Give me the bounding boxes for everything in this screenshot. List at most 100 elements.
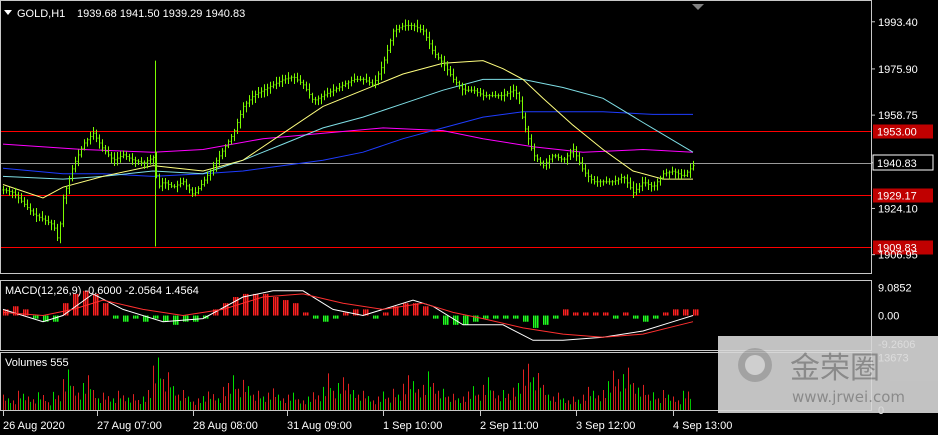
macd-histogram-bar — [643, 315, 645, 322]
macd-histogram-bar — [215, 309, 217, 316]
macd-histogram-bar — [153, 315, 155, 319]
price-bar — [371, 79, 374, 88]
price-bar — [257, 86, 260, 99]
price-bar — [23, 197, 26, 208]
macd-histogram-bar — [567, 309, 569, 316]
price-bar — [692, 160, 695, 171]
macd-histogram-bar — [355, 309, 357, 316]
price-bar — [620, 173, 623, 184]
macd-histogram-bar — [695, 309, 697, 316]
price-bar — [542, 160, 545, 169]
price-bar — [395, 24, 398, 38]
macd-histogram-bar — [647, 315, 649, 322]
price-bar — [656, 178, 659, 191]
price-bar — [554, 153, 557, 159]
price-bar — [221, 148, 224, 160]
price-bar — [410, 22, 413, 31]
macd-histogram-bar — [565, 309, 567, 316]
macd-histogram-bar — [553, 315, 555, 319]
price-bar — [551, 153, 554, 163]
macd-histogram-bar — [665, 312, 667, 316]
price-bar — [653, 181, 656, 191]
y-tick-label: 1958.75 — [878, 110, 918, 122]
price-bar — [389, 38, 392, 53]
price-bar — [419, 24, 422, 33]
price-bar — [5, 187, 8, 194]
macd-histogram-bar — [277, 296, 279, 316]
price-bar — [2, 185, 5, 195]
price-bar — [347, 80, 350, 89]
macd-histogram-bar — [535, 315, 537, 328]
macd-histogram-bar — [163, 315, 165, 322]
macd-histogram-bar — [423, 306, 425, 316]
price-bar — [689, 163, 692, 178]
price-bar — [665, 168, 668, 177]
macd-histogram-bar — [517, 315, 519, 319]
macd-histogram-bar — [237, 296, 239, 316]
price-bar — [494, 90, 497, 98]
macd-histogram-bar — [677, 309, 679, 316]
macd-histogram-bar — [635, 315, 637, 319]
price-bar — [179, 177, 182, 188]
price-bar — [443, 55, 446, 71]
price-bar — [119, 151, 122, 163]
price-bar — [218, 150, 221, 166]
symbol-dropdown-icon[interactable] — [4, 10, 12, 15]
price-bar — [512, 84, 515, 98]
macd-histogram-bar — [283, 300, 285, 316]
price-bar — [509, 86, 512, 100]
macd-histogram-bar — [185, 315, 187, 322]
price-bar — [236, 118, 239, 135]
price-bar — [47, 215, 50, 226]
macd-histogram-bar — [467, 315, 469, 325]
macd-panel-frame — [0, 280, 872, 351]
price-bar — [128, 153, 131, 162]
macd-histogram-bar — [453, 315, 455, 325]
macd-histogram-bar — [525, 315, 527, 322]
x-tick-label: 3 Sep 12:00 — [576, 420, 635, 432]
macd-histogram-bar — [155, 315, 157, 319]
price-bar — [176, 180, 179, 193]
macd-histogram-bar — [375, 315, 377, 319]
macd-histogram-bar — [407, 303, 409, 316]
macd-histogram-bar — [657, 315, 659, 319]
macd-histogram-bar — [477, 315, 479, 322]
price-bar — [452, 68, 455, 83]
macd-histogram-bar — [383, 312, 385, 316]
macd-histogram-bar — [157, 315, 159, 319]
price-bar — [101, 139, 104, 152]
macd-histogram-bar — [127, 315, 129, 322]
macd-histogram-bar — [133, 315, 135, 319]
price-bar — [470, 86, 473, 93]
macd-histogram-bar — [123, 315, 125, 322]
price-bar — [602, 179, 605, 186]
macd-histogram-bar — [413, 303, 415, 316]
macd-histogram-bar — [273, 296, 275, 316]
macd-histogram-bar — [165, 315, 167, 322]
chart-shift-marker-icon[interactable] — [692, 4, 704, 10]
macd-histogram-bar — [183, 315, 185, 322]
macd-histogram-bar — [93, 293, 95, 316]
macd-histogram-bar — [403, 303, 405, 316]
macd-histogram-bar — [443, 315, 445, 325]
current-price-tag — [872, 154, 934, 171]
macd-histogram-bar — [387, 312, 389, 316]
price-bar — [350, 76, 353, 87]
macd-histogram-bar — [693, 309, 695, 316]
price-bar — [557, 153, 560, 161]
macd-histogram-bar — [323, 315, 325, 322]
price-bar — [203, 176, 206, 187]
price-bar — [197, 186, 200, 195]
price-bar — [260, 87, 263, 98]
macd-histogram-bar — [293, 303, 295, 316]
price-bar — [455, 76, 458, 86]
macd-histogram-bar — [35, 315, 37, 319]
macd-histogram-bar — [537, 315, 539, 328]
price-bar — [629, 177, 632, 190]
price-bar — [683, 169, 686, 178]
price-bar — [623, 175, 626, 184]
price-bar — [11, 189, 14, 199]
macd-histogram-bar — [327, 315, 329, 322]
x-tick-label: 27 Aug 07:00 — [97, 420, 162, 432]
macd-histogram-bar — [395, 306, 397, 316]
